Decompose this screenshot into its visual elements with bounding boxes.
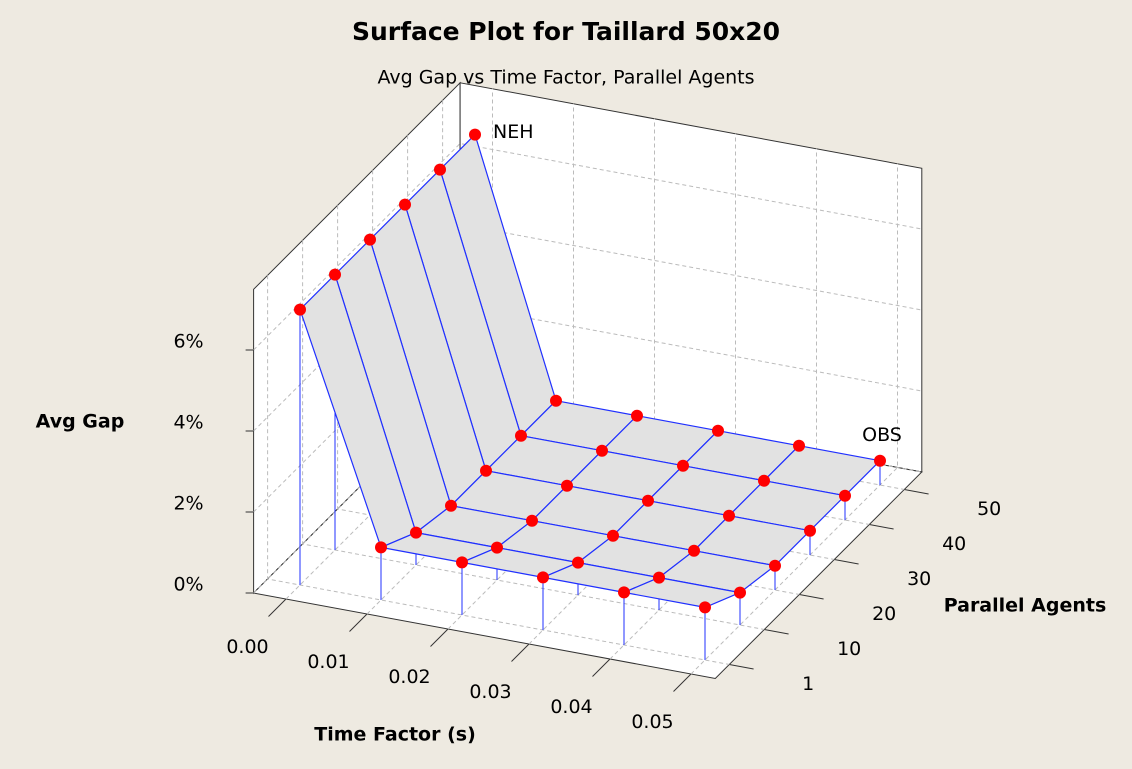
point [491, 541, 503, 554]
y-tick [764, 629, 789, 635]
x-tick [511, 643, 530, 662]
annotation: OBS [862, 424, 902, 446]
point [631, 409, 643, 422]
y-tick [799, 594, 824, 600]
point [434, 163, 446, 176]
point [653, 571, 665, 584]
point [515, 429, 527, 442]
point [596, 444, 608, 457]
point [712, 424, 724, 437]
z-tick-label: 2% [173, 493, 203, 515]
point [793, 439, 805, 452]
point [642, 494, 654, 507]
x-tick-label: 0.03 [469, 681, 511, 703]
x-tick-label: 0.02 [388, 666, 430, 688]
chart-subtitle: Avg Gap vs Time Factor, Parallel Agents [377, 67, 754, 89]
grid-line [302, 240, 765, 630]
chart-title: Surface Plot for Taillard 50x20 [352, 17, 780, 46]
x-tick [673, 673, 692, 692]
x-tick-label: 0.05 [631, 711, 673, 733]
point [550, 394, 562, 407]
annotation: NEH [493, 121, 534, 143]
point [734, 586, 746, 599]
z-tick-label: 0% [173, 574, 203, 596]
x-tick [349, 613, 368, 632]
y-tick [904, 489, 929, 495]
y-tick [869, 524, 894, 530]
point [572, 556, 584, 569]
point [561, 479, 573, 492]
point [526, 514, 538, 527]
point [607, 529, 619, 542]
y-tick [729, 664, 754, 670]
y-tick-label: 20 [872, 603, 896, 625]
x-tick [268, 598, 287, 617]
y-tick-label: 10 [837, 638, 861, 660]
point [618, 586, 630, 599]
x-tick [430, 628, 449, 647]
x-axis-title: Time Factor (s) [314, 724, 476, 746]
z-tick-label: 4% [173, 412, 203, 434]
point [445, 499, 457, 512]
y-tick-label: 30 [907, 568, 931, 590]
point [410, 526, 422, 539]
point [804, 524, 816, 537]
x-tick-label: 0.01 [307, 651, 349, 673]
y-tick-label: 40 [942, 533, 966, 555]
y-axis-title: Parallel Agents [944, 595, 1107, 617]
y-tick-label: 1 [802, 673, 814, 695]
y-tick-label: 50 [977, 498, 1001, 520]
point [294, 303, 306, 316]
point [769, 559, 781, 572]
grid-line [253, 304, 922, 513]
point [480, 464, 492, 477]
point [699, 601, 711, 614]
z-axis-title: Avg Gap [36, 411, 125, 433]
grid-line [253, 142, 922, 351]
grid-line [253, 223, 922, 432]
x-tick-label: 0.04 [550, 696, 592, 718]
x-tick [592, 658, 611, 677]
point [839, 489, 851, 502]
x-tick-label: 0.00 [226, 636, 268, 658]
point [758, 474, 770, 487]
point [456, 556, 468, 569]
point [329, 268, 341, 281]
point [375, 541, 387, 554]
point [537, 571, 549, 584]
point [874, 454, 886, 467]
grid-line [267, 275, 730, 665]
point [399, 198, 411, 211]
point [364, 233, 376, 246]
point [469, 128, 481, 141]
point [688, 544, 700, 557]
z-tick-label: 6% [173, 331, 203, 353]
y-tick [834, 559, 859, 565]
point [677, 459, 689, 472]
point [723, 509, 735, 522]
